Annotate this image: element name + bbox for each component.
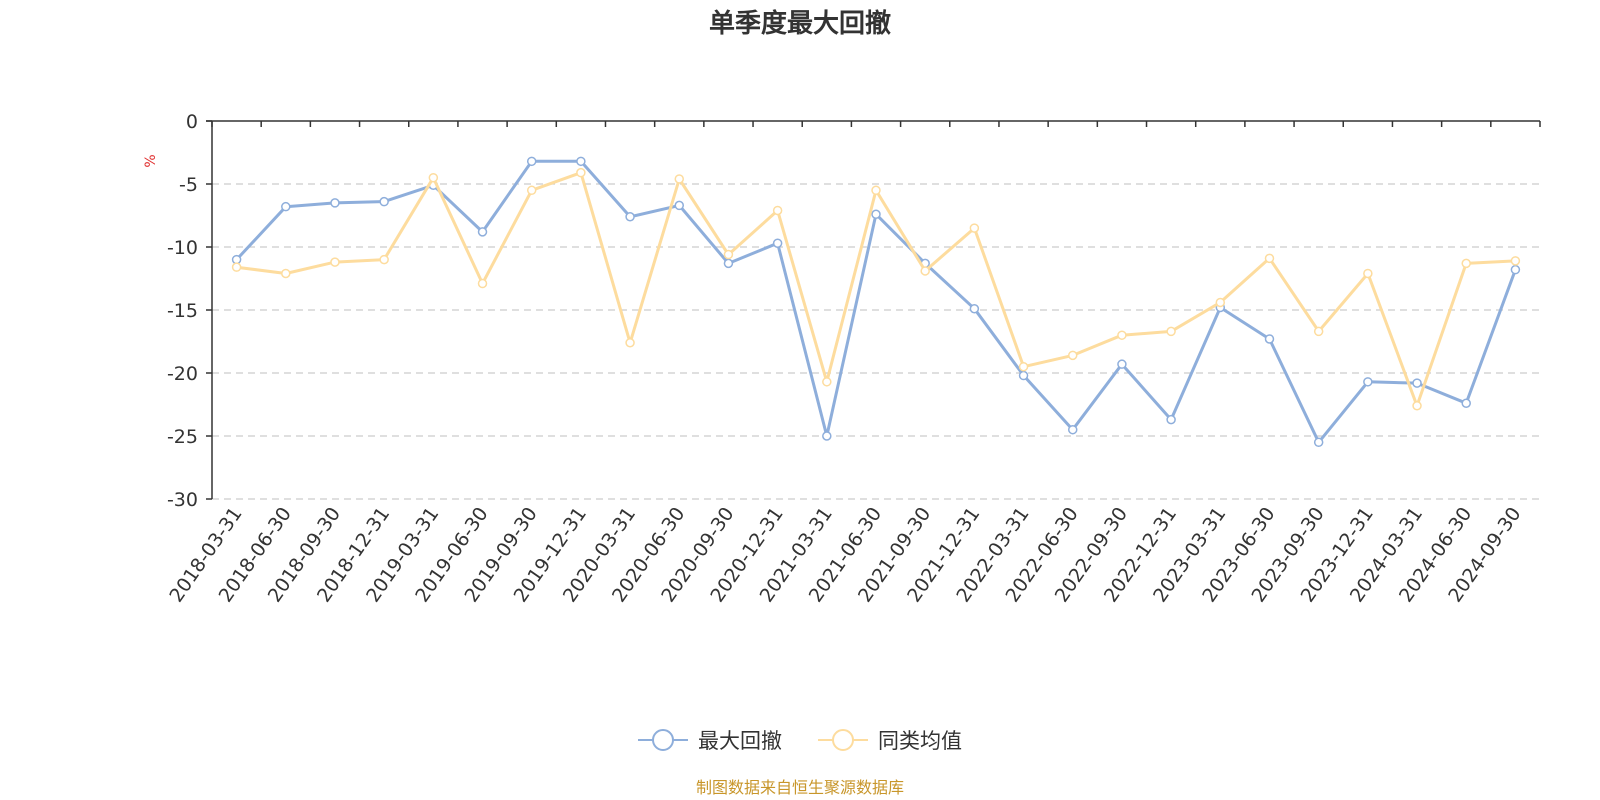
data-point bbox=[1067, 350, 1078, 361]
legend-item-2[interactable]: 同类均值 bbox=[818, 729, 962, 753]
data-point bbox=[526, 185, 537, 196]
series-2 bbox=[231, 167, 1521, 411]
data-point bbox=[281, 201, 291, 212]
series-line bbox=[235, 159, 1517, 444]
data-point bbox=[1510, 264, 1521, 275]
data-point bbox=[772, 205, 783, 216]
data-point bbox=[1215, 297, 1226, 308]
y-tick-label: -5 bbox=[179, 174, 198, 196]
data-point bbox=[1067, 424, 1078, 435]
data-point bbox=[1412, 378, 1422, 388]
y-tick-label: -15 bbox=[167, 300, 198, 322]
data-point bbox=[379, 196, 389, 207]
source-note: 制图数据来自恒生聚源数据库 bbox=[696, 778, 904, 797]
data-point bbox=[477, 227, 488, 237]
data-point bbox=[723, 249, 734, 260]
legend[interactable]: 最大回撤 同类均值 bbox=[638, 729, 962, 753]
y-tick-label: 0 bbox=[186, 111, 198, 133]
y-tick-label: -25 bbox=[167, 426, 198, 448]
data-point bbox=[1166, 414, 1176, 425]
data-point bbox=[1363, 268, 1373, 279]
data-point bbox=[871, 185, 881, 196]
legend-label: 最大回撤 bbox=[698, 729, 782, 753]
data-point bbox=[723, 258, 734, 269]
axes: 0-5-10-15-20-25-302018-03-312018-06-3020… bbox=[165, 111, 1541, 606]
data-point bbox=[1264, 253, 1275, 264]
data-point bbox=[822, 377, 832, 387]
data-point bbox=[576, 156, 586, 167]
data-point bbox=[379, 254, 389, 265]
data-point bbox=[231, 262, 242, 272]
chart-title: 单季度最大回撤 bbox=[709, 8, 891, 39]
data-point bbox=[281, 268, 291, 279]
legend-label: 同类均值 bbox=[878, 729, 962, 753]
data-point bbox=[1461, 258, 1471, 269]
y-axis-unit-label: % bbox=[143, 154, 159, 167]
data-point bbox=[625, 212, 635, 222]
data-point bbox=[1018, 370, 1029, 381]
data-point bbox=[871, 209, 881, 219]
data-point bbox=[772, 238, 783, 248]
grid-lines bbox=[212, 183, 1540, 500]
data-point bbox=[428, 172, 439, 183]
series-line bbox=[236, 171, 1516, 408]
data-point bbox=[1510, 256, 1521, 266]
data-point bbox=[526, 156, 537, 167]
data-point bbox=[625, 338, 635, 348]
data-point bbox=[674, 200, 685, 211]
legend-marker bbox=[832, 729, 854, 751]
data-point bbox=[477, 278, 488, 289]
data-point bbox=[822, 431, 832, 441]
data-point bbox=[1363, 377, 1373, 387]
data-point bbox=[1018, 361, 1029, 372]
data-point bbox=[1313, 437, 1324, 448]
y-tick-label: -20 bbox=[167, 363, 198, 385]
legend-marker bbox=[652, 729, 674, 751]
data-point bbox=[674, 174, 685, 184]
series-lines bbox=[231, 156, 1521, 448]
data-point bbox=[576, 167, 586, 178]
legend-item-1[interactable]: 最大回撤 bbox=[638, 729, 782, 753]
data-point bbox=[920, 266, 930, 276]
data-point bbox=[330, 257, 340, 267]
data-point bbox=[1166, 326, 1176, 337]
y-tick-label: -30 bbox=[167, 489, 198, 511]
data-point bbox=[330, 198, 340, 208]
data-point bbox=[1313, 326, 1324, 337]
data-point bbox=[1117, 330, 1127, 340]
data-point bbox=[969, 303, 980, 314]
data-point bbox=[1117, 359, 1127, 369]
series-1 bbox=[231, 156, 1521, 448]
data-point bbox=[1461, 398, 1471, 408]
data-point bbox=[1264, 334, 1275, 344]
data-point bbox=[1412, 401, 1422, 411]
data-point bbox=[969, 223, 980, 233]
data-point bbox=[231, 254, 242, 265]
y-tick-label: -10 bbox=[167, 237, 198, 259]
